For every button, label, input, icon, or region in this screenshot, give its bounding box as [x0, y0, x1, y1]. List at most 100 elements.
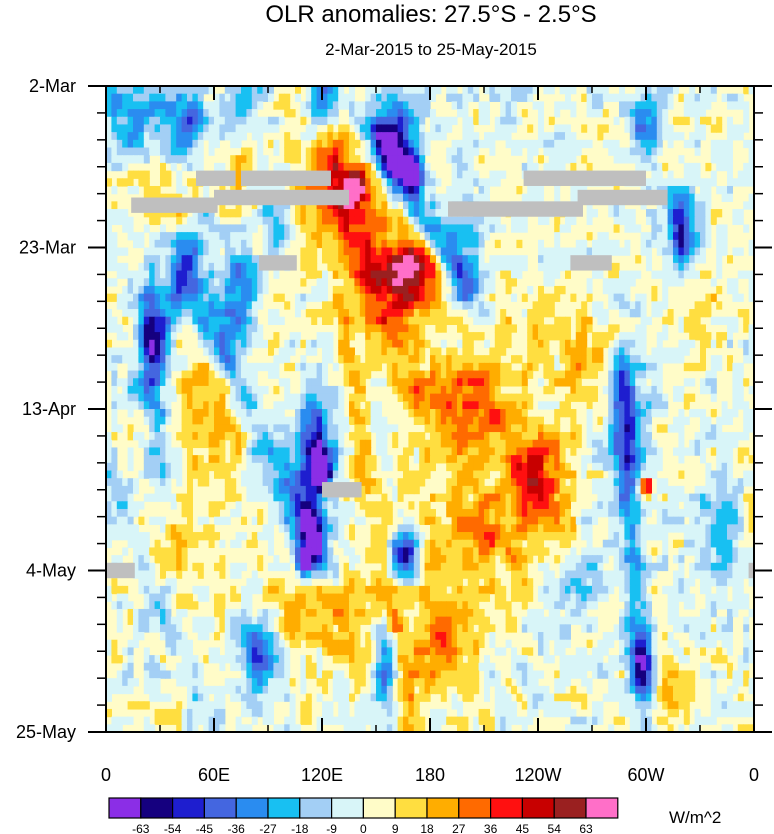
heatmap-cell — [727, 170, 733, 179]
heatmap-cell — [743, 339, 750, 349]
heatmap-cell — [365, 170, 372, 179]
heatmap-cell — [138, 93, 145, 102]
heatmap-cell — [651, 370, 658, 379]
heatmap-cell — [521, 224, 528, 233]
heatmap-cell — [332, 262, 339, 272]
heatmap-cell — [592, 332, 598, 341]
heatmap-cell — [338, 86, 345, 95]
heatmap-cell — [365, 124, 372, 133]
heatmap-cell — [408, 239, 415, 249]
heatmap-cell — [397, 255, 404, 264]
heatmap-cell — [457, 93, 463, 102]
heatmap-cell — [149, 270, 156, 279]
heatmap-cell — [700, 216, 706, 226]
heatmap-cell — [295, 432, 301, 441]
heatmap-cell — [629, 416, 636, 425]
heatmap-cell — [581, 508, 588, 518]
heatmap-cell — [732, 124, 739, 133]
heatmap-cell — [268, 524, 274, 533]
heatmap-cell — [295, 524, 301, 533]
heatmap-cell — [246, 216, 253, 226]
heatmap-cell — [365, 209, 372, 218]
heatmap-cell — [575, 355, 582, 364]
heatmap-cell — [241, 470, 247, 479]
heatmap-cell — [559, 493, 566, 502]
heatmap-cell — [716, 124, 723, 133]
heatmap-cell — [187, 309, 193, 318]
heatmap-cell — [683, 378, 690, 387]
heatmap-cell — [316, 493, 323, 502]
heatmap-cell — [376, 478, 382, 487]
heatmap-cell — [354, 232, 361, 241]
heatmap-cell — [257, 86, 264, 95]
heatmap-cell — [370, 355, 377, 364]
heatmap-cell — [338, 293, 345, 302]
heatmap-cell — [235, 455, 242, 464]
heatmap-cell — [494, 170, 501, 179]
heatmap-cell — [111, 239, 118, 249]
heatmap-cell — [127, 393, 134, 402]
heatmap-cell — [106, 347, 112, 356]
heatmap-cell — [640, 309, 647, 318]
heatmap-cell — [554, 139, 561, 149]
heatmap-cell — [230, 478, 237, 487]
heatmap-cell — [170, 301, 177, 310]
heatmap-cell — [662, 86, 669, 95]
heatmap-cell — [392, 132, 399, 141]
heatmap-cell — [235, 178, 242, 187]
heatmap-cell — [721, 432, 728, 441]
heatmap-cell — [430, 93, 436, 102]
heatmap-cell — [397, 362, 404, 372]
heatmap-cell — [187, 439, 193, 449]
heatmap-cell — [143, 439, 150, 449]
heatmap-cell — [165, 93, 172, 102]
heatmap-cell — [732, 508, 739, 518]
heatmap-cell — [451, 432, 458, 441]
heatmap-cell — [235, 116, 242, 126]
heatmap-cell — [457, 362, 463, 372]
heatmap-cell — [197, 462, 204, 472]
heatmap-cell — [224, 424, 231, 433]
heatmap-cell — [548, 455, 555, 464]
heatmap-cell — [246, 239, 253, 249]
heatmap-cell — [505, 124, 512, 133]
heatmap-cell — [224, 485, 231, 495]
heatmap-cell — [489, 270, 496, 279]
heatmap-cell — [170, 270, 177, 279]
heatmap-cell — [689, 409, 696, 418]
heatmap-cell — [160, 462, 166, 472]
heatmap-cell — [678, 232, 685, 241]
heatmap-cell — [732, 485, 739, 495]
heatmap-cell — [478, 316, 485, 325]
heatmap-cell — [570, 409, 577, 418]
heatmap-cell — [365, 355, 372, 364]
heatmap-cell — [338, 147, 345, 156]
heatmap-cell — [219, 93, 226, 102]
heatmap-cell — [246, 424, 253, 433]
heatmap-cell — [246, 162, 253, 172]
heatmap-cell — [408, 409, 415, 418]
heatmap-cell — [646, 478, 652, 487]
heatmap-cell — [473, 370, 480, 379]
heatmap-cell — [727, 116, 733, 126]
heatmap-cell — [154, 324, 161, 333]
heatmap-cell — [197, 324, 204, 333]
heatmap-cell — [716, 508, 723, 518]
heatmap-cell — [122, 209, 129, 218]
heatmap-cell — [165, 409, 172, 418]
heatmap-cell — [419, 109, 426, 118]
heatmap-cell — [624, 470, 631, 479]
heatmap-cell — [257, 462, 264, 472]
heatmap-cell — [241, 424, 247, 433]
heatmap-cell — [489, 493, 496, 502]
heatmap-cell — [354, 216, 361, 226]
heatmap-cell — [716, 416, 723, 425]
heatmap-cell — [116, 101, 123, 110]
heatmap-cell — [203, 393, 210, 402]
heatmap-cell — [656, 209, 663, 218]
heatmap-cell — [386, 501, 393, 510]
heatmap-cell — [370, 170, 377, 179]
heatmap-cell — [619, 362, 625, 372]
heatmap-cell — [327, 232, 334, 241]
heatmap-cell — [305, 86, 312, 95]
